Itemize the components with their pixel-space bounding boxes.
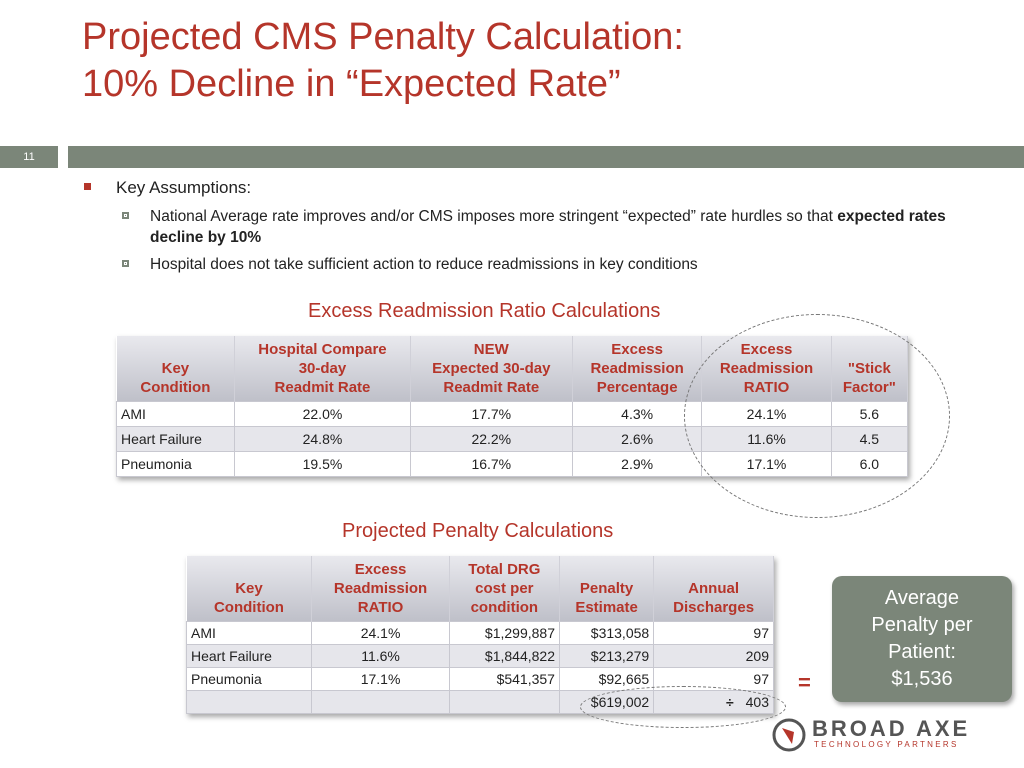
equals-sign: = — [798, 670, 811, 695]
column-header: Hospital Compare 30-day Readmit Rate — [234, 336, 411, 402]
sub-bullet-hospital-action: Hospital does not take sufficient action… — [82, 254, 982, 275]
empty-cell — [448, 690, 560, 714]
column-header-line: Readmission — [590, 360, 684, 377]
slide-number: 11 — [0, 146, 58, 168]
column-header-line: Readmit Rate — [274, 379, 371, 396]
highlight-oval — [684, 314, 950, 518]
column-header-line: 30-day — [298, 360, 347, 377]
sub-bullet-text: Hospital does not take sufficient action… — [150, 256, 698, 273]
title-line-2: 10% Decline in “Expected Rate” — [82, 63, 621, 105]
bullet-key-assumptions: Key Assumptions: — [82, 178, 982, 198]
avg-line-1: Average — [884, 587, 960, 609]
value-cell: 209 — [653, 644, 774, 668]
axe-logo-icon — [772, 718, 806, 752]
table-row: Pneumonia 17.1% $541,357 $92,665 97 — [185, 667, 774, 691]
value-cell: $1,299,887 — [448, 621, 560, 645]
column-header-line: Readmit Rate — [443, 379, 540, 396]
excess-ratio-section-title: Excess Readmission Ratio Calculations — [308, 300, 661, 322]
hollow-square-bullet-icon — [122, 212, 129, 219]
column-header-line: Penalty — [579, 580, 634, 597]
value-cell: 16.7% — [409, 451, 573, 477]
column-header-line: NEW — [473, 341, 509, 358]
penalty-section-title: Projected Penalty Calculations — [342, 520, 614, 542]
title-line-1: Projected CMS Penalty Calculation: — [82, 16, 684, 58]
table-row: Heart Failure 24.8% 22.2% 2.6% 11.6% 4.5 — [115, 426, 909, 452]
value-cell: $541,357 — [448, 667, 560, 691]
column-header-line: Condition — [213, 599, 284, 616]
penalty-table: Key Condition Excess Readmission RATIO Total … — [185, 556, 774, 714]
company-logo: BROAD AXE TECHNOLOGY PARTNERS — [772, 716, 1012, 756]
slide-title: Projected CMS Penalty Calculation: 10% D… — [82, 14, 982, 108]
average-penalty-box: Average Penalty per Patient: $1,536 — [832, 576, 1012, 702]
value-cell: 24.1% — [311, 621, 450, 645]
empty-cell — [311, 690, 450, 714]
sub-bullet-national-average: National Average rate improves and/or CM… — [82, 206, 982, 248]
table-row: Heart Failure 11.6% $1,844,822 $213,279 209 — [185, 644, 774, 668]
avg-line-4: $1,536 — [891, 668, 953, 690]
column-header-line: cost per — [475, 580, 534, 597]
hollow-square-bullet-icon — [122, 260, 129, 267]
table-row: AMI 24.1% $1,299,887 $313,058 97 — [185, 621, 774, 645]
column-header-line: RATIO — [357, 599, 404, 616]
square-bullet-icon — [84, 183, 91, 190]
column-header-line: Readmission — [333, 580, 428, 597]
value-cell: 97 — [653, 621, 774, 645]
value-cell: 22.2% — [409, 426, 573, 452]
column-header-line: Percentage — [596, 379, 678, 396]
value-cell: 17.7% — [409, 401, 573, 427]
column-header-line: Total DRG — [468, 561, 541, 578]
column-header: Excess Readmission Percentage — [572, 336, 703, 402]
assumptions-list: Key Assumptions: National Average rate i… — [82, 178, 982, 281]
column-header-line: Key — [235, 580, 263, 597]
column-header: Annual Discharges — [653, 556, 774, 622]
value-cell: 17.1% — [311, 667, 450, 691]
value-cell: 19.5% — [234, 451, 411, 477]
column-header-line: Estimate — [575, 599, 638, 616]
condition-cell: Heart Failure — [185, 644, 313, 668]
value-cell: 11.6% — [311, 644, 450, 668]
column-header: Total DRG cost per condition — [449, 556, 560, 622]
avg-line-3: Patient: — [888, 641, 956, 663]
value-cell: 2.9% — [571, 451, 703, 477]
value-cell: 2.6% — [571, 426, 703, 452]
column-header: Penalty Estimate — [559, 556, 655, 622]
avg-line-2: Penalty per — [871, 614, 973, 636]
column-header: Key Condition — [116, 336, 236, 402]
total-highlight-oval — [580, 686, 786, 728]
empty-cell — [185, 690, 313, 714]
column-header-line: Discharges — [673, 599, 755, 616]
column-header-line: Annual — [688, 580, 740, 597]
value-cell: 22.0% — [234, 401, 411, 427]
column-header-line: Expected 30-day — [432, 360, 551, 377]
condition-cell: Pneumonia — [185, 667, 313, 691]
sub-bullet-text: National Average rate improves and/or CM… — [150, 208, 838, 225]
column-header-line: Excess — [611, 341, 663, 358]
condition-cell: Pneumonia — [115, 451, 236, 477]
column-header: NEW Expected 30-day Readmit Rate — [410, 336, 573, 402]
logo-name: BROAD AXE — [812, 716, 971, 741]
value-cell: $1,844,822 — [448, 644, 560, 668]
value-cell: $213,279 — [558, 644, 655, 668]
value-cell: $313,058 — [558, 621, 655, 645]
header-divider-bar — [68, 146, 1024, 168]
column-header-line: condition — [470, 599, 539, 616]
condition-cell: AMI — [185, 621, 313, 645]
logo-tagline: TECHNOLOGY PARTNERS — [814, 740, 959, 749]
column-header: Key Condition — [186, 556, 313, 622]
condition-cell: Heart Failure — [115, 426, 236, 452]
column-header: Excess Readmission RATIO — [311, 556, 450, 622]
column-header-line: Key — [161, 360, 190, 377]
condition-cell: AMI — [115, 401, 236, 427]
column-header-line: Excess — [354, 561, 407, 578]
bullet-text: Key Assumptions: — [116, 178, 252, 197]
column-header-line: Condition — [140, 379, 211, 396]
value-cell: 24.8% — [234, 426, 411, 452]
column-header-line: Hospital Compare — [258, 341, 387, 358]
sub-bullet-bold-text: expected rates decline by 10% — [150, 208, 946, 246]
value-cell: 4.3% — [571, 401, 703, 427]
